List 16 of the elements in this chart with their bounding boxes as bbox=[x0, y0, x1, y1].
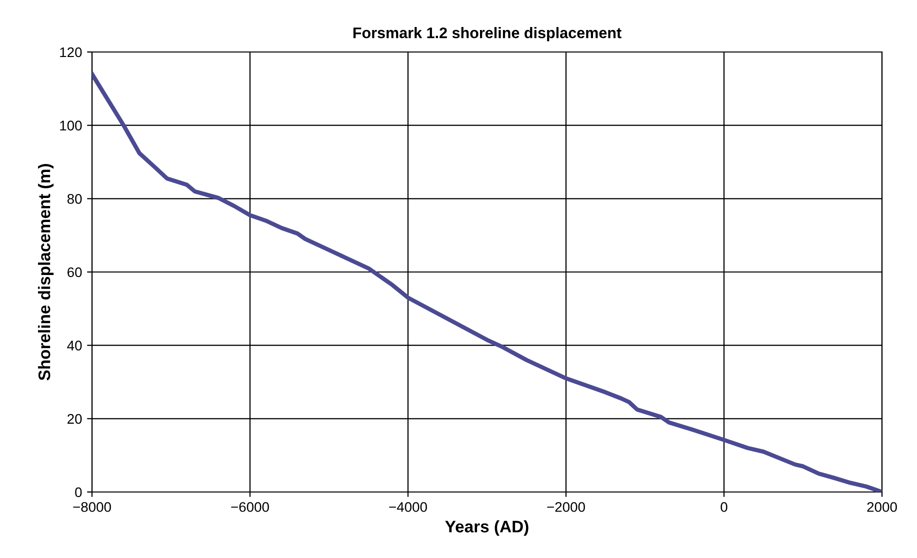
y-tick-label: 60 bbox=[68, 267, 82, 278]
x-axis-title: Years (AD) bbox=[445, 520, 528, 536]
y-tick-label: 80 bbox=[67, 194, 82, 204]
x-tick-label: −4000 bbox=[389, 502, 427, 512]
y-tick-label: 120 bbox=[60, 47, 82, 58]
x-tick-label: −6000 bbox=[231, 502, 269, 512]
x-tick-label: 2000 bbox=[867, 502, 897, 512]
chart-title: Forsmark 1.2 shoreline displacement bbox=[353, 27, 622, 42]
y-tick-label: 40 bbox=[67, 340, 82, 351]
y-tick-label: 0 bbox=[75, 487, 82, 498]
x-tick-label: −2000 bbox=[547, 502, 585, 512]
x-tick-label: 0 bbox=[720, 502, 728, 512]
y-axis-title: Shoreline displacement (m) bbox=[38, 164, 54, 380]
x-tick-label: −8000 bbox=[73, 502, 111, 512]
y-tick-label: 20 bbox=[68, 414, 82, 424]
y-tick-label: 100 bbox=[60, 120, 82, 131]
